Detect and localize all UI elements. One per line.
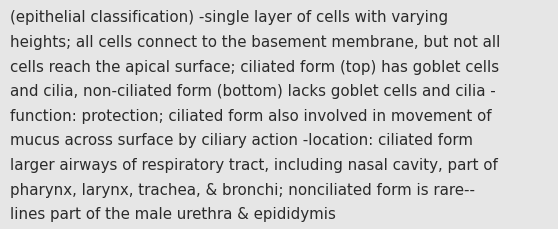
- Text: pharynx, larynx, trachea, & bronchi; nonciliated form is rare--: pharynx, larynx, trachea, & bronchi; non…: [10, 182, 475, 197]
- Text: function: protection; ciliated form also involved in movement of: function: protection; ciliated form also…: [10, 108, 492, 123]
- Text: (epithelial classification) -single layer of cells with varying: (epithelial classification) -single laye…: [10, 10, 448, 25]
- Text: and cilia, non-ciliated form (bottom) lacks goblet cells and cilia -: and cilia, non-ciliated form (bottom) la…: [10, 84, 496, 99]
- Text: cells reach the apical surface; ciliated form (top) has goblet cells: cells reach the apical surface; ciliated…: [10, 59, 499, 74]
- Text: lines part of the male urethra & epididymis: lines part of the male urethra & epididy…: [10, 206, 336, 221]
- Text: heights; all cells connect to the basement membrane, but not all: heights; all cells connect to the baseme…: [10, 35, 501, 50]
- Text: mucus across surface by ciliary action -location: ciliated form: mucus across surface by ciliary action -…: [10, 133, 473, 148]
- Text: larger airways of respiratory tract, including nasal cavity, part of: larger airways of respiratory tract, inc…: [10, 157, 498, 172]
